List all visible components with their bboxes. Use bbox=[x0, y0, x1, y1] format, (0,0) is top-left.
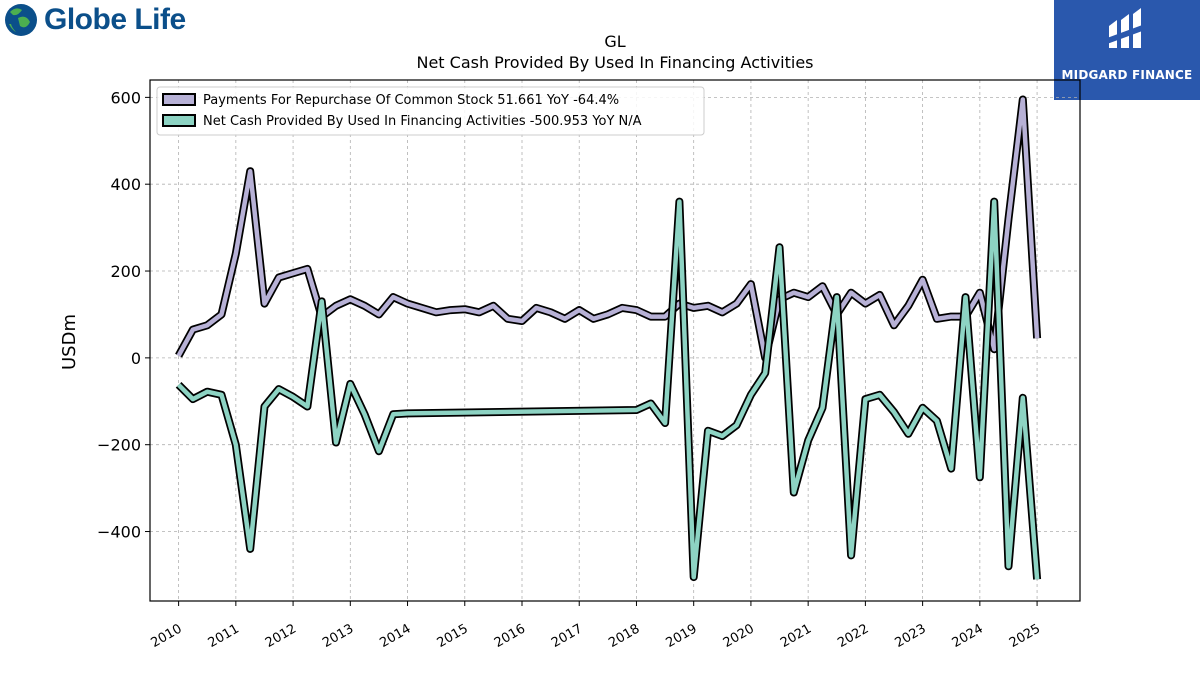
x-tick-label: 2022 bbox=[835, 621, 871, 651]
x-tick-label: 2018 bbox=[606, 621, 642, 651]
x-tick-label: 2019 bbox=[664, 621, 700, 651]
midgard-logo-icon bbox=[1107, 8, 1145, 48]
globe-icon bbox=[5, 4, 37, 36]
y-tick-label: −400 bbox=[97, 523, 141, 542]
x-tick-label: 2015 bbox=[435, 621, 471, 651]
y-axis-label: USDm bbox=[59, 314, 80, 370]
x-tick-label: 2023 bbox=[892, 621, 928, 651]
sponsor-badge: MIDGARD FINANCE bbox=[1054, 0, 1200, 100]
company-logo: Globe Life bbox=[4, 2, 186, 38]
y-tick-label: 600 bbox=[110, 88, 141, 107]
x-tick-label: 2024 bbox=[950, 621, 986, 651]
x-tick-label: 2012 bbox=[263, 621, 299, 651]
legend-label-1: Net Cash Provided By Used In Financing A… bbox=[203, 114, 642, 129]
x-tick-label: 2017 bbox=[549, 621, 585, 651]
plot-frame bbox=[149, 79, 1081, 602]
x-tick-label: 2010 bbox=[148, 621, 184, 651]
legend-box bbox=[156, 86, 705, 136]
sponsor-badge-text: MIDGARD FINANCE bbox=[1061, 68, 1193, 82]
series-outline-0 bbox=[175, 95, 1042, 362]
x-tick-label: 2014 bbox=[377, 621, 413, 651]
y-tick-label: 0 bbox=[131, 349, 141, 368]
x-tick-label: 2013 bbox=[320, 621, 356, 651]
legend-label-0: Payments For Repurchase Of Common Stock … bbox=[203, 93, 619, 108]
chart-title: GL bbox=[604, 32, 625, 51]
series-line-1 bbox=[177, 199, 1040, 580]
series-line-0 bbox=[176, 97, 1040, 361]
company-logo-text: Globe Life bbox=[44, 3, 186, 36]
x-tick-label: 2016 bbox=[492, 621, 528, 651]
x-tick-label: 2020 bbox=[721, 621, 757, 651]
x-tick-label: 2025 bbox=[1007, 621, 1043, 651]
legend-swatch-1 bbox=[162, 114, 196, 127]
y-tick-label: −200 bbox=[97, 436, 141, 455]
chart-subtitle: Net Cash Provided By Used In Financing A… bbox=[416, 53, 813, 72]
x-tick-label: 2021 bbox=[778, 621, 814, 651]
x-tick-label: 2011 bbox=[206, 621, 242, 651]
y-tick-label: 400 bbox=[110, 175, 141, 194]
legend-swatch-0 bbox=[162, 93, 196, 106]
y-tick-label: 200 bbox=[110, 262, 141, 281]
